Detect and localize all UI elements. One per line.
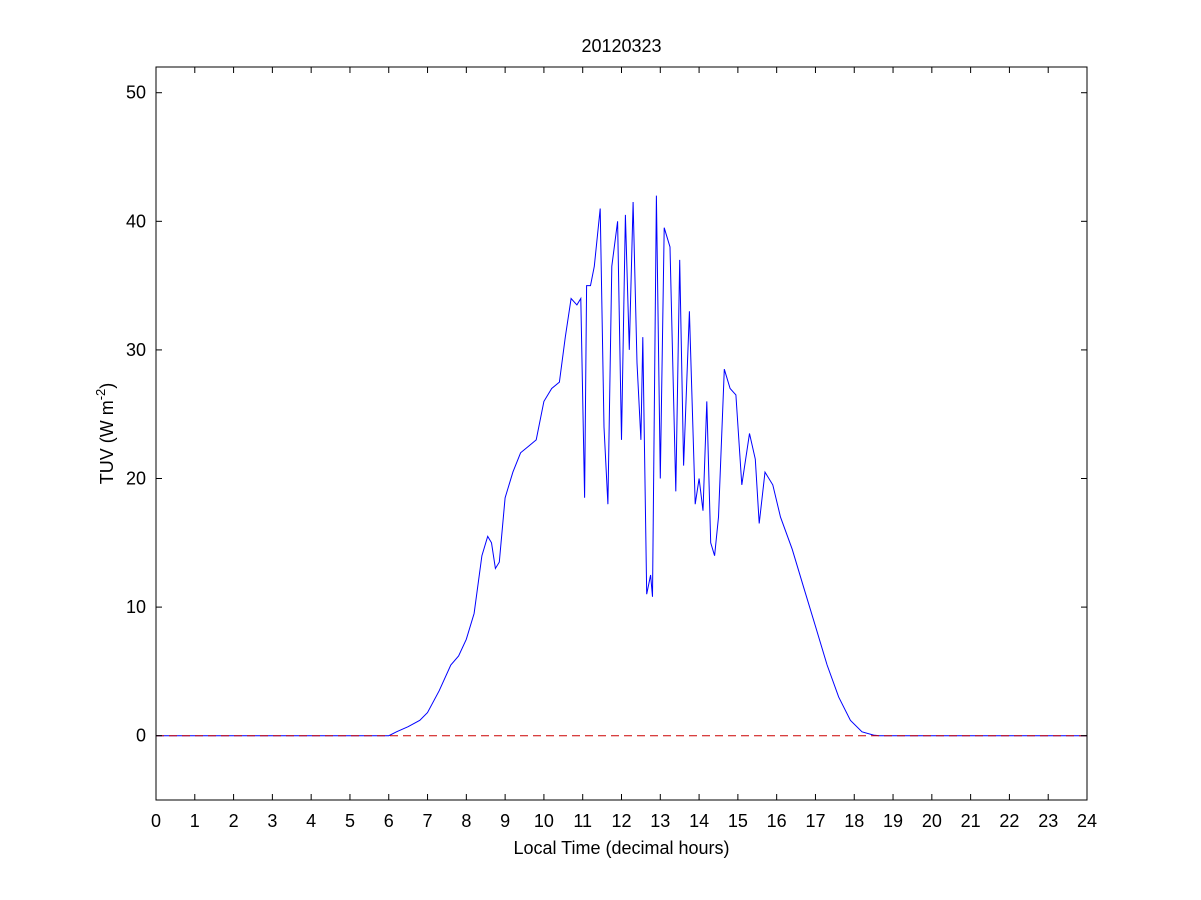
y-tick-label: 30 [126, 340, 146, 360]
y-axis-label-base: TUV (W m [97, 400, 117, 484]
x-tick-label: 16 [767, 811, 787, 831]
x-tick-label: 11 [573, 811, 592, 831]
x-tick-label: 20 [922, 811, 942, 831]
y-tick-label: 10 [126, 597, 146, 617]
x-tick-label: 14 [689, 811, 709, 831]
x-tick-label: 15 [728, 811, 748, 831]
x-tick-label: 17 [805, 811, 825, 831]
y-tick-label: 40 [126, 211, 146, 231]
y-axis-label: TUV (W m-2) [93, 383, 117, 485]
x-tick-label: 4 [306, 811, 316, 831]
x-tick-label: 9 [500, 811, 510, 831]
chart-title: 20120323 [581, 36, 661, 56]
x-tick-label: 24 [1077, 811, 1097, 831]
x-tick-label: 12 [611, 811, 631, 831]
x-tick-label: 18 [844, 811, 864, 831]
x-tick-label: 19 [883, 811, 903, 831]
x-tick-label: 0 [151, 811, 161, 831]
x-tick-label: 2 [229, 811, 239, 831]
y-tick-label: 0 [136, 726, 146, 746]
x-tick-label: 6 [384, 811, 394, 831]
x-tick-label: 1 [190, 811, 200, 831]
x-tick-label: 13 [650, 811, 670, 831]
tuv-series-line [156, 195, 1087, 737]
x-tick-label: 5 [345, 811, 355, 831]
plot-area [156, 195, 1087, 737]
x-axis-ticks: 0 1 2 3 4 5 6 7 8 9 10 11 12 13 14 15 16 17 18 19 20 21 22 23 24 [151, 67, 1097, 831]
y-axis-label-close: ) [97, 383, 117, 389]
y-tick-label: 20 [126, 469, 146, 489]
y-axis-label-superscript: -2 [93, 389, 108, 401]
y-axis-ticks: 0 10 20 30 40 50 [126, 83, 1087, 746]
x-tick-label: 10 [534, 811, 554, 831]
y-tick-label: 50 [126, 83, 146, 103]
x-tick-label: 22 [999, 811, 1019, 831]
x-tick-label: 21 [961, 811, 981, 831]
x-tick-label: 3 [267, 811, 277, 831]
x-tick-label: 23 [1038, 811, 1058, 831]
x-tick-label: 8 [461, 811, 471, 831]
x-tick-label: 7 [423, 811, 433, 831]
x-axis-label: Local Time (decimal hours) [513, 838, 729, 858]
